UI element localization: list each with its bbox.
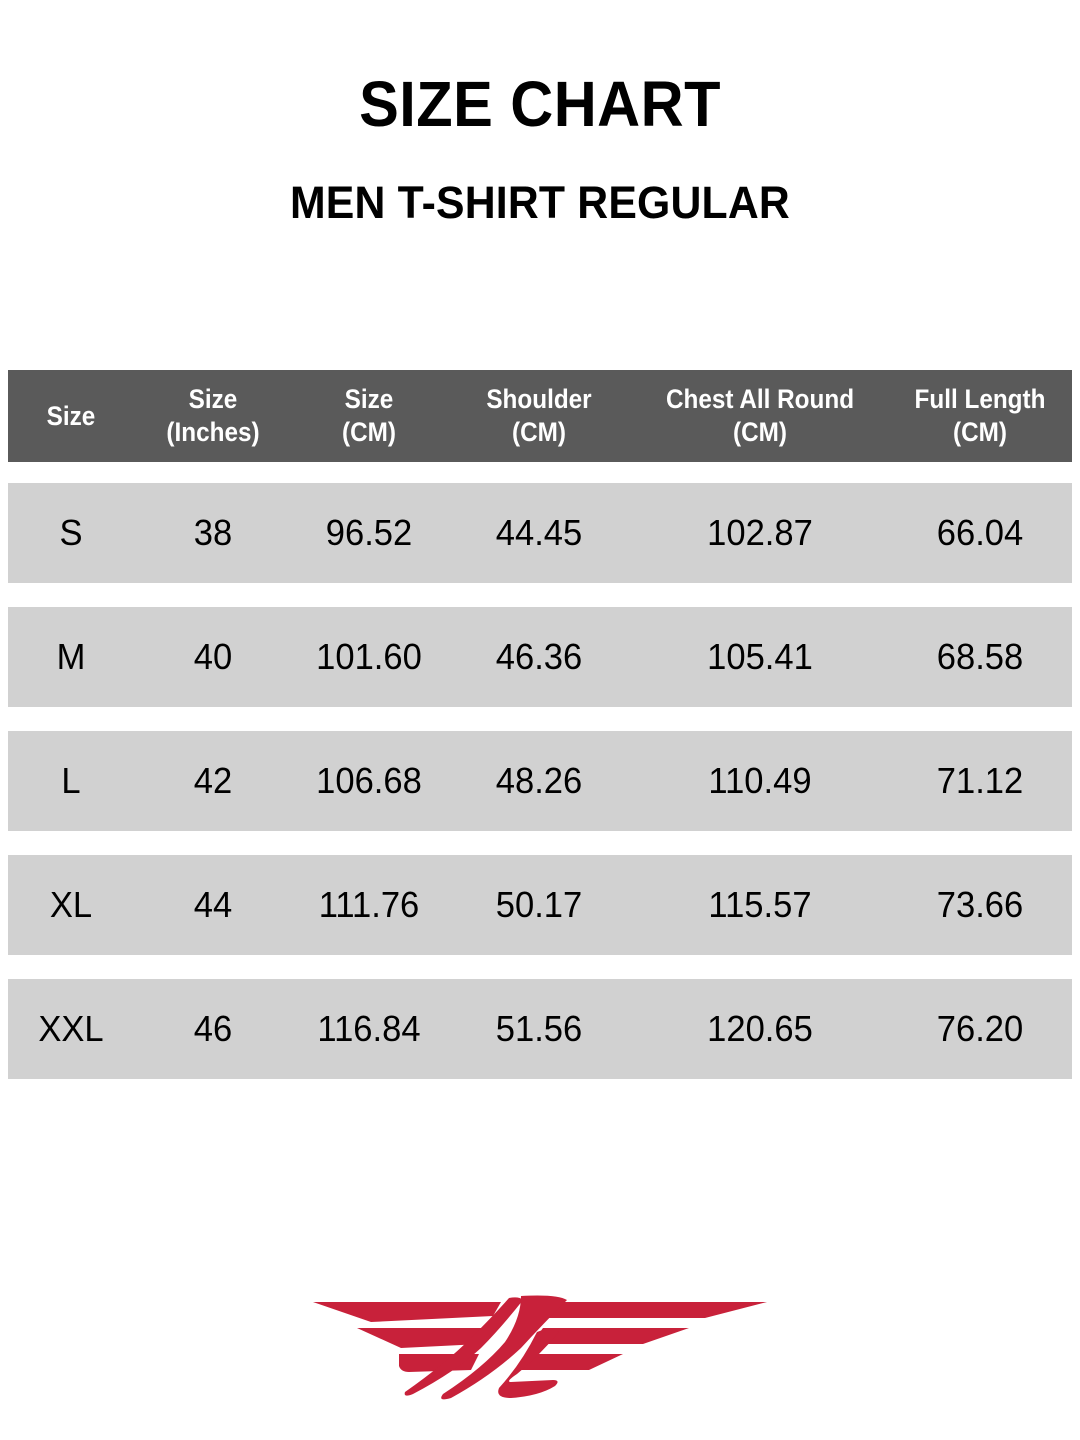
cell-size: M: [56, 636, 86, 677]
cell-size-inches: 40: [193, 636, 233, 677]
column-header-line2: (Inches): [166, 417, 260, 447]
column-header-size-cm: Size (CM): [300, 383, 439, 449]
page-title: SIZE CHART: [359, 68, 721, 140]
size-chart-table: Size Size (Inches) Size (CM) Shoulder (C…: [8, 370, 1072, 1079]
cell-size-inches: 44: [193, 884, 233, 925]
column-header-line1: Shoulder: [486, 384, 592, 415]
column-header-line1: Full Length: [914, 384, 1046, 415]
cell-size-cm: 96.52: [325, 512, 413, 553]
cell-size-inches: 42: [193, 760, 233, 801]
cell-size: S: [59, 512, 83, 553]
cell-full-length-cm: 73.66: [936, 884, 1024, 925]
column-header-line1: Chest All Round: [665, 384, 855, 415]
cell-shoulder-cm: 44.45: [495, 512, 583, 553]
column-header-line1: Size: [46, 400, 96, 431]
table-header-row: Size Size (Inches) Size (CM) Shoulder (C…: [8, 370, 1072, 462]
column-header-line1: Size: [188, 384, 238, 415]
table-row: L 42 106.68 48.26 110.49 71.12: [8, 731, 1072, 831]
column-header-size: Size: [14, 400, 127, 433]
column-header-line2: (CM): [953, 417, 1007, 447]
cell-chest-all-round-cm: 105.41: [707, 636, 813, 677]
cell-size-inches: 38: [193, 512, 233, 553]
cell-size-cm: 101.60: [316, 636, 422, 677]
cell-chest-all-round-cm: 120.65: [707, 1008, 813, 1049]
page-subtitle: MEN T-SHIRT REGULAR: [290, 177, 790, 228]
winged-logo-icon: [313, 1295, 767, 1400]
cell-size-cm: 111.76: [318, 884, 420, 925]
table-row: XL 44 111.76 50.17 115.57 73.66: [8, 855, 1072, 955]
table-row: M 40 101.60 46.36 105.41 68.58: [8, 607, 1072, 707]
column-header-line1: Size: [344, 384, 394, 415]
cell-shoulder-cm: 48.26: [495, 760, 583, 801]
table-row: S 38 96.52 44.45 102.87 66.04: [8, 483, 1072, 583]
cell-size: XL: [49, 884, 93, 925]
column-header-line2: (CM): [733, 417, 787, 447]
column-header-size-inches: Size (Inches): [142, 383, 284, 449]
cell-size-cm: 106.68: [316, 760, 422, 801]
column-header-shoulder-cm: Shoulder (CM): [455, 383, 622, 449]
brand-logo: [305, 1282, 775, 1422]
column-header-chest-all-round-cm: Chest All Round (CM): [645, 383, 875, 449]
column-header-line2: (CM): [342, 417, 396, 447]
document-header: SIZE CHART MEN T-SHIRT REGULAR: [0, 0, 1080, 225]
cell-chest-all-round-cm: 110.49: [708, 760, 812, 801]
cell-shoulder-cm: 46.36: [495, 636, 583, 677]
cell-shoulder-cm: 50.17: [495, 884, 583, 925]
column-header-full-length-cm: Full Length (CM): [897, 383, 1063, 449]
cell-chest-all-round-cm: 102.87: [707, 512, 813, 553]
cell-full-length-cm: 76.20: [936, 1008, 1024, 1049]
cell-full-length-cm: 68.58: [936, 636, 1024, 677]
cell-full-length-cm: 66.04: [936, 512, 1024, 553]
cell-chest-all-round-cm: 115.57: [708, 884, 812, 925]
cell-size-inches: 46: [193, 1008, 233, 1049]
cell-shoulder-cm: 51.56: [495, 1008, 583, 1049]
cell-size: XXL: [38, 1008, 104, 1049]
table-row: XXL 46 116.84 51.56 120.65 76.20: [8, 979, 1072, 1079]
cell-size-cm: 116.84: [317, 1008, 421, 1049]
cell-size: L: [61, 760, 81, 801]
column-header-line2: (CM): [512, 417, 566, 447]
cell-full-length-cm: 71.12: [936, 760, 1024, 801]
